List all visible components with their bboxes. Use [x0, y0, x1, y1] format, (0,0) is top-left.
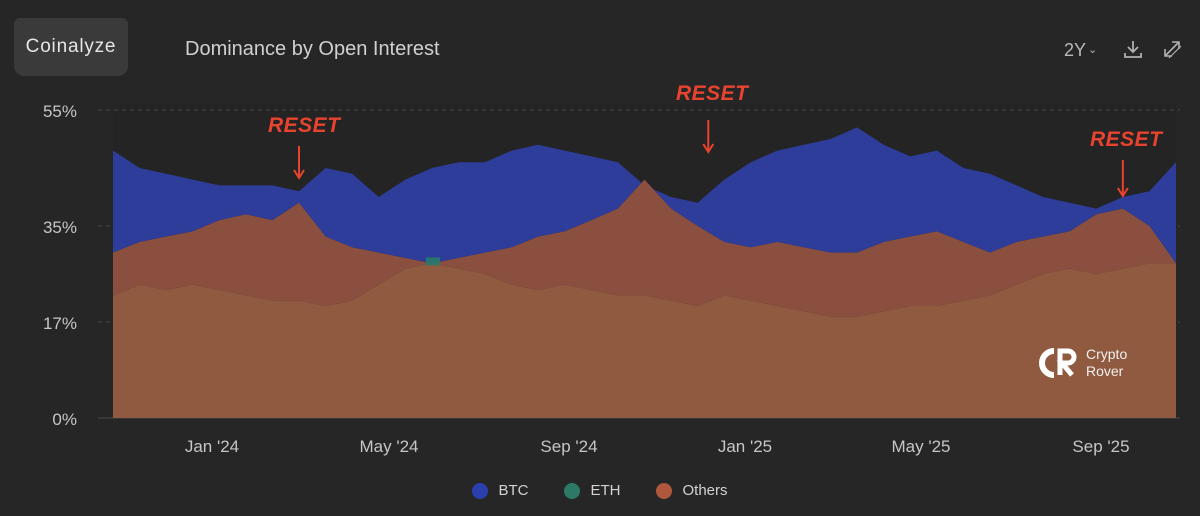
- series-area-btc: [113, 127, 1176, 264]
- legend-item-btc[interactable]: BTC: [472, 482, 528, 499]
- chart-legend: BTC ETH Others: [0, 482, 1200, 499]
- y-tick-label-2: 17%: [43, 314, 77, 333]
- reset-arrow-head-2: [702, 143, 715, 154]
- legend-label-others: Others: [682, 482, 728, 499]
- x-tick-label-5: Sep '25: [1072, 437, 1129, 456]
- series-area-eth-band: [113, 179, 1176, 317]
- x-tick-label-4: May '25: [892, 437, 951, 456]
- time-range-value: 2Y: [1064, 40, 1087, 60]
- chevron-down-icon: ⌄: [1088, 44, 1098, 56]
- reset-annotation-1: RESET: [268, 114, 341, 137]
- chart-header: Coinalyze Dominance by Open Interest 2Y ⌄: [0, 0, 1200, 90]
- y-tick-label-1: 35%: [43, 218, 77, 237]
- time-range-selector[interactable]: 2Y ⌄: [1064, 40, 1097, 61]
- reset-arrow-head-3: [1117, 187, 1129, 198]
- legend-item-eth[interactable]: ETH: [564, 482, 620, 499]
- chart-title: Dominance by Open Interest: [185, 38, 440, 60]
- coinalyze-logo[interactable]: Coinalyze: [14, 18, 128, 76]
- reset-arrow-head-1: [293, 169, 305, 180]
- x-tick-label-2: Sep '24: [540, 437, 597, 456]
- others-swatch-icon: [656, 482, 673, 499]
- watermark-line-2: Rover: [1086, 363, 1124, 379]
- x-tick-label-1: May '24: [360, 437, 419, 456]
- x-tick-label-3: Jan '25: [718, 437, 772, 456]
- crypto-rover-logo-icon: [1039, 348, 1077, 378]
- series-area-others: [113, 263, 1176, 418]
- x-tick-label-0: Jan '24: [185, 437, 239, 456]
- reset-annotation-3: RESET: [1090, 128, 1163, 151]
- watermark-line-1: Crypto: [1086, 346, 1128, 362]
- legend-item-others[interactable]: Others: [656, 482, 728, 499]
- fullscreen-button[interactable]: [1161, 38, 1183, 60]
- crypto-rover-watermark: Crypto Rover: [1036, 346, 1127, 380]
- y-tick-label-3: 0%: [52, 410, 77, 429]
- eth-swatch-icon: [564, 482, 581, 499]
- y-tick-label-0: 55%: [43, 102, 77, 121]
- legend-label-btc: BTC: [498, 482, 529, 499]
- eth-highlight-patch: [425, 257, 440, 266]
- expand-icon: [1164, 41, 1182, 59]
- dominance-area-chart: 55% 35% 17% 0% Jan '24 May '24 Sep '24 Jan '25 M…: [43, 102, 1180, 456]
- btc-swatch-icon: [472, 482, 489, 499]
- download-icon: [1124, 41, 1142, 58]
- download-button[interactable]: [1122, 38, 1144, 60]
- reset-annotation-2: RESET: [676, 82, 749, 105]
- legend-label-eth: ETH: [590, 482, 621, 499]
